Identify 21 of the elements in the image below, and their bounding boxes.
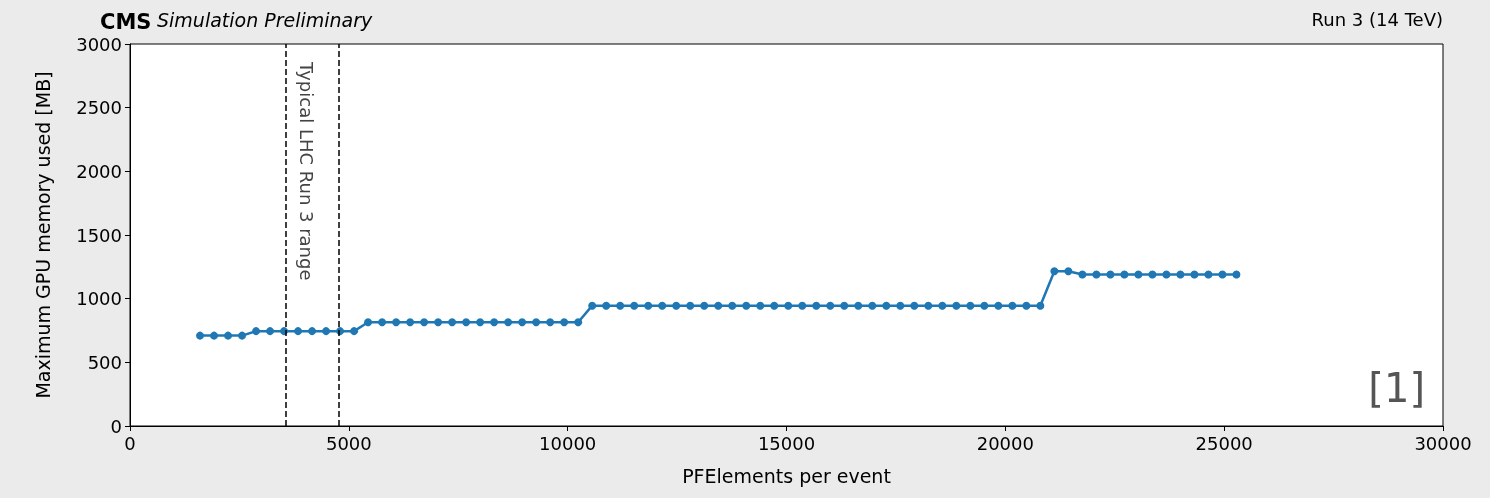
x-tick-label: 30000 (1414, 432, 1472, 454)
x-tick-label: 5000 (325, 432, 372, 454)
x-tick-label: 20000 (976, 432, 1034, 454)
chart-subtitle: Simulation Preliminary (157, 8, 374, 31)
y-tick-label: 500 (87, 351, 122, 373)
y-tick-label: 1000 (76, 288, 122, 310)
y-tick-label: 1500 (76, 224, 122, 246)
y-tick-label: 0 (110, 415, 122, 437)
annotation: [1] (1368, 365, 1426, 411)
x-tick-label: 25000 (1195, 432, 1253, 454)
y-tick-label: 2000 (76, 160, 122, 182)
y-axis-title: Maximum GPU memory used [MB] (31, 71, 54, 399)
x-axis-title: PFElements per event (682, 464, 891, 487)
y-tick-label: 2500 (76, 97, 122, 119)
x-tick-label: 15000 (757, 432, 816, 454)
chart-title: CMS (100, 9, 152, 34)
x-tick-label: 0 (124, 432, 136, 454)
ref-line-label: Typical LHC Run 3 range (296, 61, 318, 281)
text: Run 3 (14 TeV) (1311, 8, 1443, 30)
x-tick-label: 10000 (539, 432, 597, 454)
y-tick-label: 3000 (76, 33, 122, 55)
